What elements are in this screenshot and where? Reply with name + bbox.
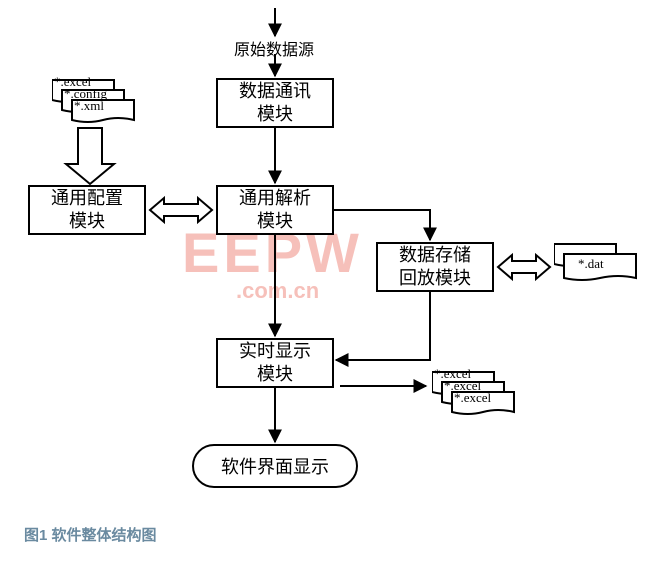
- doc-label: *.excel: [454, 390, 491, 406]
- node-store: 数据存储回放模块: [376, 242, 494, 292]
- node-comm-label: 数据通讯模块: [239, 80, 311, 127]
- node-parse-label: 通用解析模块: [239, 187, 311, 234]
- node-config: 通用配置模块: [28, 185, 146, 235]
- doc-stack-excel: *.excel *.excel *.excel: [432, 368, 524, 426]
- source-label: 原始数据源: [234, 36, 314, 60]
- node-comm: 数据通讯模块: [216, 78, 334, 128]
- doc-stack-config: *.excel *.config *.xml: [52, 76, 144, 126]
- doc-label: *.dat: [578, 256, 604, 272]
- node-ui-label: 软件界面显示: [221, 453, 329, 479]
- node-store-label: 数据存储回放模块: [399, 244, 471, 291]
- figure-caption: 图1 软件整体结构图: [24, 524, 157, 545]
- watermark-sub: .com.cn: [236, 278, 319, 304]
- diagram-canvas: EEPW .com.cn 数据通讯模块 通用配置模块 通用解析模块 数据存储回放…: [0, 0, 658, 562]
- node-parse: 通用解析模块: [216, 185, 334, 235]
- doc-stack-dat: *.dat: [554, 240, 646, 290]
- node-ui: 软件界面显示: [192, 444, 358, 488]
- node-display: 实时显示模块: [216, 338, 334, 388]
- doc-label: *.xml: [74, 98, 104, 114]
- node-display-label: 实时显示模块: [239, 340, 311, 387]
- node-config-label: 通用配置模块: [51, 187, 123, 234]
